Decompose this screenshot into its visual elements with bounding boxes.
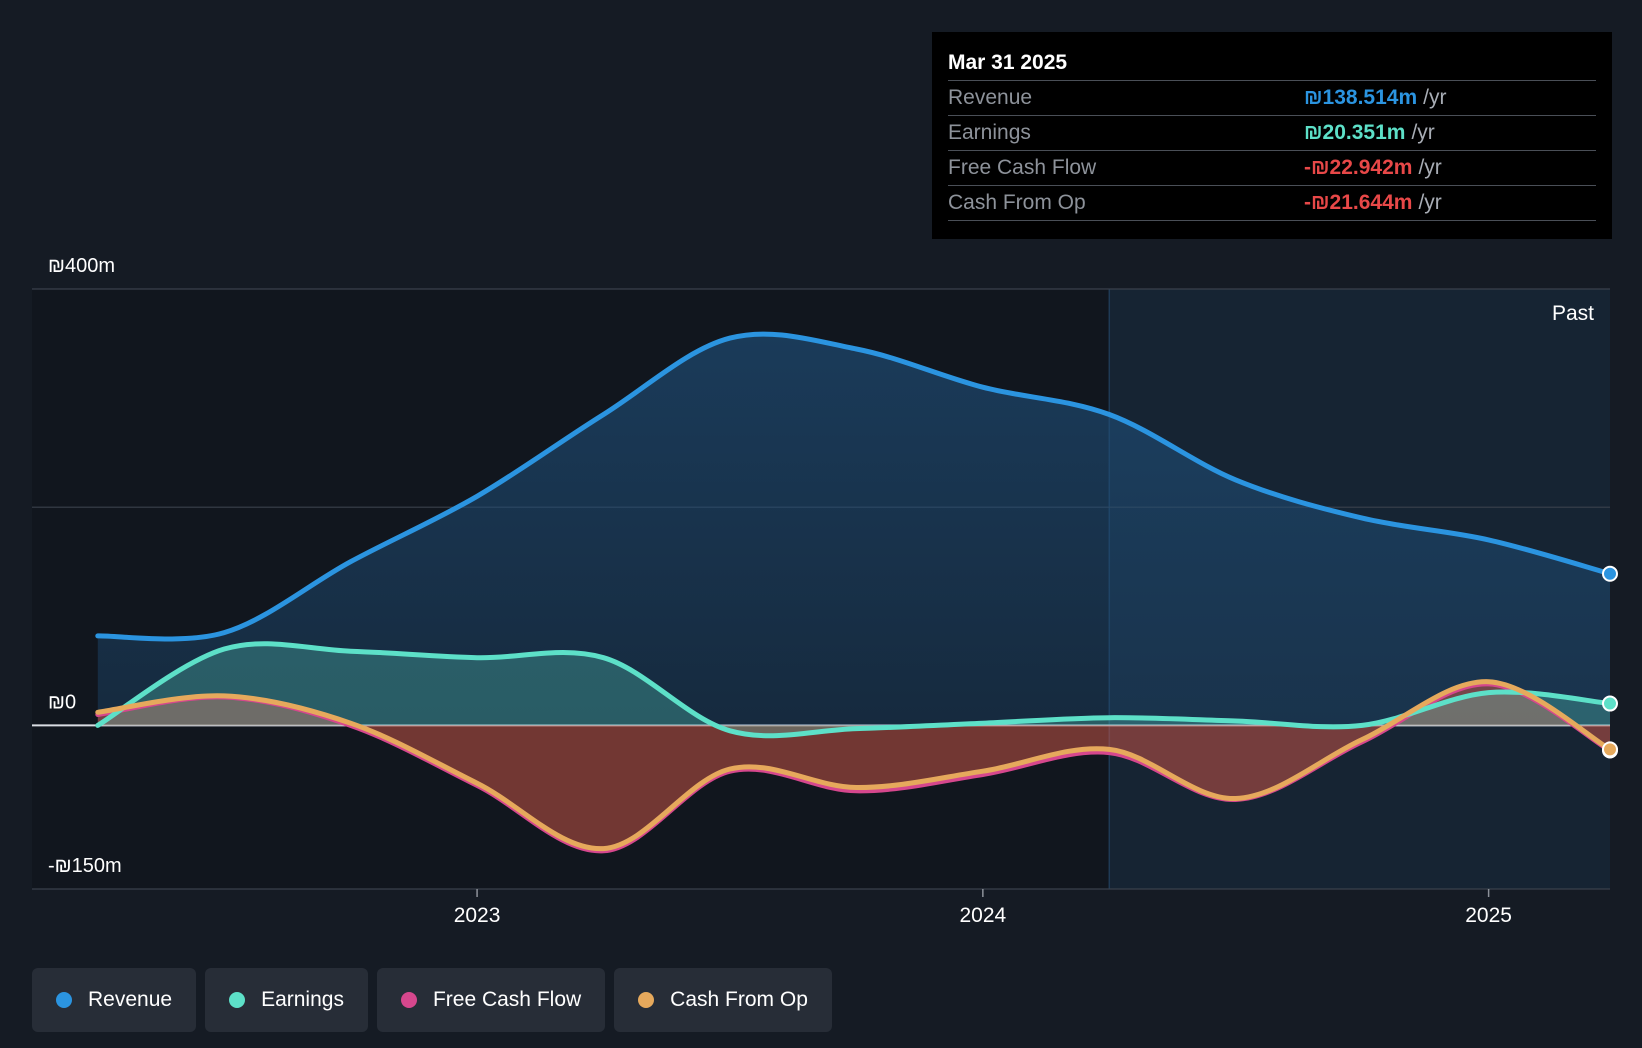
cash-from-op-area — [97, 681, 1610, 849]
revenue-line — [95, 331, 1613, 642]
legend-label: Free Cash Flow — [432, 988, 582, 1011]
tooltip-label: Revenue — [948, 86, 1033, 109]
tooltip-row-cash-from-op: Cash From Op -₪21.644m/yr — [948, 186, 1596, 221]
free-cash-flow-dot-icon — [400, 992, 417, 1008]
legend-label: Earnings — [261, 988, 344, 1011]
revenue-area — [97, 334, 1610, 726]
tooltip-row-revenue: Revenue ₪138.514m/yr — [948, 81, 1596, 116]
cash-from-op-dot-icon — [638, 992, 655, 1008]
y-label-top: ₪400m — [48, 255, 115, 277]
legend-label: Revenue — [88, 988, 173, 1011]
cash-from-op-line — [95, 679, 1613, 852]
cash-from-op-end-marker — [1602, 741, 1618, 758]
legend-item-revenue[interactable]: Revenue — [32, 968, 197, 1032]
earnings-end-marker — [1602, 695, 1618, 712]
earnings-area — [97, 643, 1610, 736]
x-tick-label: 2025 — [1465, 904, 1512, 927]
legend-item-cash-from-op[interactable]: Cash From Op — [614, 968, 832, 1032]
tooltip-value: -₪22.942m/yr — [1304, 156, 1442, 179]
legend-item-free-cash-flow[interactable]: Free Cash Flow — [376, 968, 606, 1032]
tooltip-value: ₪20.351m/yr — [1304, 121, 1435, 144]
tooltip-label: Free Cash Flow — [948, 156, 1097, 179]
y-label-bottom: -₪150m — [48, 855, 122, 877]
revenue-end-marker — [1602, 565, 1618, 582]
revenue-dot-icon — [56, 992, 72, 1008]
y-label-zero: ₪0 — [48, 691, 76, 713]
earnings-line — [95, 641, 1613, 739]
tooltip-label: Earnings — [948, 121, 1031, 144]
earnings-dot-icon — [229, 992, 246, 1008]
tooltip: Mar 31 2025 Revenue ₪138.514m/yr Earning… — [932, 32, 1612, 239]
tooltip-date: Mar 31 2025 — [948, 46, 1596, 81]
legend-label: Cash From Op — [670, 988, 808, 1011]
tooltip-value: -₪21.644m/yr — [1304, 191, 1442, 214]
tooltip-row-earnings: Earnings ₪20.351m/yr — [948, 116, 1596, 151]
tooltip-value: ₪138.514m/yr — [1304, 86, 1447, 109]
tooltip-label: Cash From Op — [948, 191, 1086, 214]
free-cash-flow-area — [97, 683, 1610, 851]
x-tick-label: 2024 — [959, 904, 1006, 927]
tooltip-row-free-cash-flow: Free Cash Flow -₪22.942m/yr — [948, 151, 1596, 186]
legend: Revenue Earnings Free Cash Flow Cash Fro… — [32, 968, 832, 1032]
past-label: Past — [1552, 302, 1594, 325]
legend-item-earnings[interactable]: Earnings — [205, 968, 368, 1032]
x-tick-label: 2023 — [454, 904, 501, 927]
